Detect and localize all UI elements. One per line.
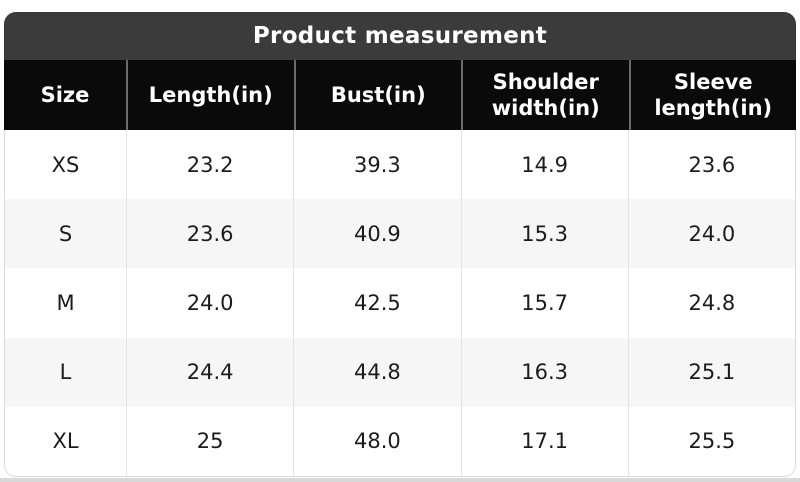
bottom-edge-strip [0,478,800,482]
size-cell: S [58,221,73,246]
column-header-shoulder-width: Shoulder width(in) [461,60,629,130]
table-title-bar: Product measurement [4,12,796,60]
shoulder-cell: 17.1 [460,406,628,476]
column-header-length: Length(in) [126,60,294,130]
sleeve-cell: 24.0 [627,199,795,269]
sleeve-cell: 24.8 [627,268,795,338]
column-header-sleeve-length: Sleeve length(in) [628,60,797,130]
sleeve-cell: 25.1 [627,337,795,407]
size-cell: M [56,291,75,315]
table-row-l: L 24.4 44.8 16.3 25.1 [5,337,795,407]
size-cell: XL [52,429,79,454]
shoulder-cell: 16.3 [460,337,628,407]
table-row-m: M 24.0 42.5 15.7 24.8 [5,268,795,338]
shoulder-cell: 14.9 [460,130,628,200]
length-cell: 23.2 [126,130,293,200]
length-cell: 23.6 [126,199,293,269]
table-row-s: S 23.6 40.9 15.3 24.0 [5,199,795,269]
table-body: XS 23.2 39.3 14.9 23.6 S 23.6 40.9 15.3 … [4,130,796,477]
sleeve-cell: 25.5 [627,406,795,476]
column-header-bust: Bust(in) [293,60,462,130]
bust-cell: 40.9 [293,199,460,269]
product-measurement-card: Product measurement Size Length(in) Bust… [4,12,796,477]
column-header-size: Size [40,82,90,107]
table-header-row: Size Length(in) Bust(in) Shoulder width(… [4,60,796,130]
shoulder-cell: 15.3 [460,199,628,269]
size-cell: L [59,360,72,385]
size-cell: XS [51,152,80,177]
table-title: Product measurement [252,23,548,49]
bust-cell: 48.0 [293,406,460,476]
bust-cell: 44.8 [293,337,460,407]
shoulder-cell: 15.7 [460,268,628,338]
length-cell: 25 [126,406,293,476]
sleeve-cell: 23.6 [627,130,795,200]
table-row-xs: XS 23.2 39.3 14.9 23.6 [5,130,795,200]
bust-cell: 39.3 [293,130,460,200]
length-cell: 24.4 [126,337,293,407]
table-row-xl: XL 25 48.0 17.1 25.5 [5,406,795,476]
length-cell: 24.0 [126,268,293,338]
bust-cell: 42.5 [293,268,460,338]
